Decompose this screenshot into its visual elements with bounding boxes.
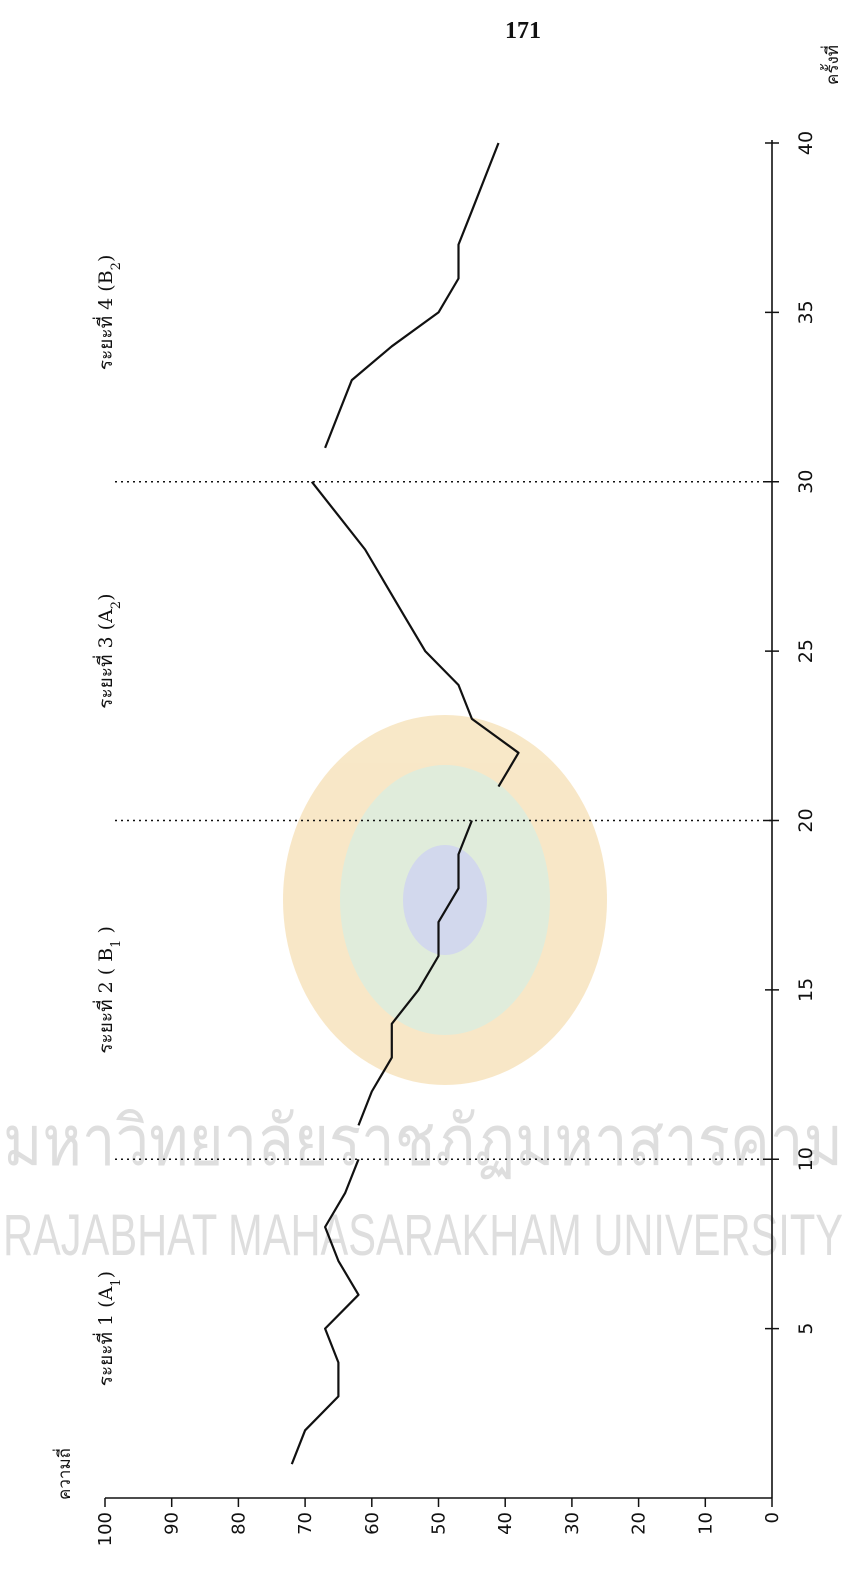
phase-label: ระยะที่ 4 (B2) xyxy=(92,255,124,371)
phase-label-subscript: 1 xyxy=(109,1278,124,1286)
phase-label-subscript: 2 xyxy=(109,262,124,270)
y-tick-label: 40 xyxy=(495,1512,516,1535)
phase-label-subscript: 1 xyxy=(109,940,124,948)
phase-label-close: ) xyxy=(95,1271,117,1278)
x-tick-label: 15 xyxy=(795,978,817,1002)
x-tick-label: 10 xyxy=(795,1147,817,1171)
y-tick-label: 10 xyxy=(695,1512,716,1535)
series-line-phase-4 xyxy=(324,142,500,449)
phase-label: ระยะที่ 2 ( B1 ) xyxy=(92,926,124,1054)
y-tick-label: 80 xyxy=(228,1512,249,1535)
y-tick-label: 90 xyxy=(162,1512,183,1535)
phase-label-close: ) xyxy=(95,255,117,262)
x-axis-label: ครั้งที่ xyxy=(820,45,843,85)
series-line-phase-1 xyxy=(290,1158,360,1465)
x-tick-label: 35 xyxy=(795,300,817,324)
y-tick-label: 100 xyxy=(95,1512,116,1546)
phase-label-subscript: 2 xyxy=(109,601,124,609)
phase-label-close: ) xyxy=(95,926,117,939)
series-line-phase-2 xyxy=(357,820,473,1126)
series-line-phase-3 xyxy=(310,481,520,788)
phase-label-text: ระยะที่ 1 (A xyxy=(92,1286,117,1386)
phase-label: ระยะที่ 1 (A1) xyxy=(92,1271,124,1386)
phase-label: ระยะที่ 3 (A2) xyxy=(92,593,124,708)
y-tick-label: 0 xyxy=(762,1512,783,1523)
page-number: 171 xyxy=(505,18,541,44)
x-tick-label: 25 xyxy=(795,639,817,663)
phase-label-close: ) xyxy=(95,593,117,600)
phase-label-text: ระยะที่ 4 (B xyxy=(92,270,117,370)
y-tick-label: 60 xyxy=(362,1512,383,1535)
phase-label-text: ระยะที่ 2 ( B xyxy=(92,948,117,1054)
phase-label-text: ระยะที่ 3 (A xyxy=(92,609,117,709)
y-tick-label: 70 xyxy=(295,1512,316,1535)
y-tick-label: 20 xyxy=(629,1512,650,1535)
x-tick-label: 30 xyxy=(795,470,817,494)
x-tick-label: 5 xyxy=(795,1323,817,1335)
y-axis-label: ความถี่ xyxy=(52,1448,75,1500)
x-tick-label: 20 xyxy=(795,808,817,832)
y-tick-label: 30 xyxy=(562,1512,583,1535)
y-tick-label: 50 xyxy=(429,1512,450,1535)
x-tick-label: 40 xyxy=(795,131,817,155)
